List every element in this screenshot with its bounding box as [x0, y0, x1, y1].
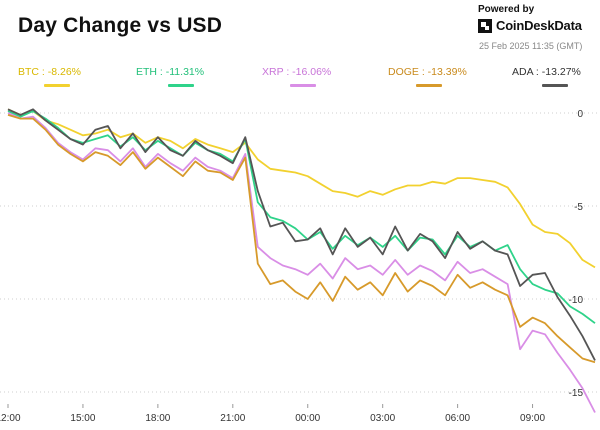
powered-by-label: Powered by: [478, 4, 535, 15]
series-line-ada[interactable]: [7, 108, 596, 361]
x-tick-label: 15:00: [70, 413, 95, 424]
y-tick-label: -10: [569, 295, 584, 306]
legend-swatch-doge: [416, 84, 442, 87]
legend-item-xrp[interactable]: XRP : -16.06%: [262, 62, 332, 87]
legend-label-eth: ETH : -11.31%: [136, 66, 205, 78]
x-tick-label: 21:00: [220, 413, 245, 424]
timestamp: 25 Feb 2025 11:35 (GMT): [479, 41, 583, 51]
y-axis: 0 -5 -10 -15: [569, 109, 584, 399]
legend-label-xrp: XRP : -16.06%: [262, 66, 332, 78]
x-tick-label: 12:00: [0, 413, 21, 424]
legend-swatch-xrp: [290, 84, 316, 87]
chart-title: Day Change vs USD: [18, 14, 223, 37]
legend: BTC : -8.26% ETH : -11.31% XRP : -16.06%…: [0, 62, 600, 92]
x-tick-label: 00:00: [295, 413, 320, 424]
x-tick-label: 09:00: [520, 413, 545, 424]
legend-item-doge[interactable]: DOGE : -13.39%: [388, 62, 467, 87]
legend-item-eth[interactable]: ETH : -11.31%: [136, 62, 205, 87]
series-line-eth[interactable]: [7, 110, 596, 324]
series-line-xrp[interactable]: [7, 112, 596, 413]
series-line-btc[interactable]: [7, 108, 596, 269]
brand-logo: CoinDeskData: [478, 18, 598, 33]
y-tick-label: -5: [574, 202, 583, 213]
y-tick-label: -15: [569, 388, 584, 399]
x-tick-label: 18:00: [145, 413, 170, 424]
legend-swatch-eth: [168, 84, 194, 87]
legend-swatch-ada: [542, 84, 568, 87]
series-line-doge[interactable]: [7, 114, 596, 364]
brand-block: Powered by CoinDeskData 25 Feb 2025 11:3…: [478, 4, 598, 51]
gridlines: [0, 112, 600, 393]
x-axis: 12:00 15:00 18:00 21:00 00:00 03:00 06:00 09:00: [0, 404, 546, 424]
brand-name: CoinDeskData: [496, 18, 582, 33]
y-tick-label: 0: [577, 109, 583, 120]
legend-label-btc: BTC : -8.26%: [18, 66, 82, 78]
legend-swatch-btc: [44, 84, 70, 87]
coindesk-logo-icon: [478, 18, 492, 33]
x-tick-label: 06:00: [445, 413, 470, 424]
legend-item-btc[interactable]: BTC : -8.26%: [18, 62, 82, 87]
legend-item-ada[interactable]: ADA : -13.27%: [512, 62, 581, 87]
x-tick-label: 03:00: [370, 413, 395, 424]
legend-label-ada: ADA : -13.27%: [512, 66, 581, 78]
series-lines: [7, 108, 596, 413]
legend-label-doge: DOGE : -13.39%: [388, 66, 467, 78]
